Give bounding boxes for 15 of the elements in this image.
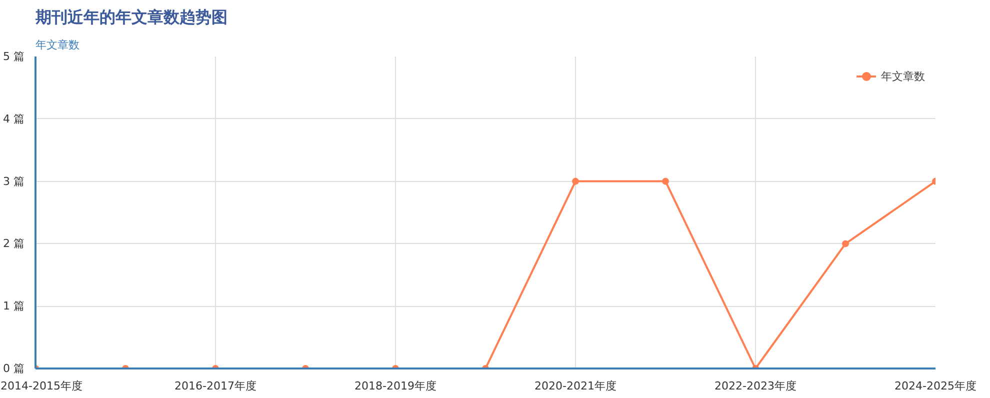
chart-title: 期刊近年的年文章数趋势图 (34, 8, 228, 26)
y-tick-label: 2 篇 (3, 237, 25, 250)
x-tick-label: 2014-2015年度 (0, 380, 82, 392)
x-tick-label: 2024-2025年度 (894, 380, 976, 392)
x-tick-label: 2022-2023年度 (714, 380, 796, 392)
y-tick-label: 4 篇 (3, 112, 25, 126)
y-tick-label: 0 篇 (3, 362, 25, 375)
x-tick-label: 2016-2017年度 (174, 380, 256, 392)
y-axis-title: 年文章数 (36, 38, 80, 52)
y-tick-label: 5 篇 (3, 50, 25, 63)
y-tick-label: 3 篇 (3, 174, 25, 188)
x-tick-label: 2020-2021年度 (534, 380, 616, 392)
y-tick-label: 1 篇 (3, 300, 25, 313)
legend-label: 年文章数 (881, 68, 925, 84)
x-tick-label: 2018-2019年度 (354, 380, 436, 392)
